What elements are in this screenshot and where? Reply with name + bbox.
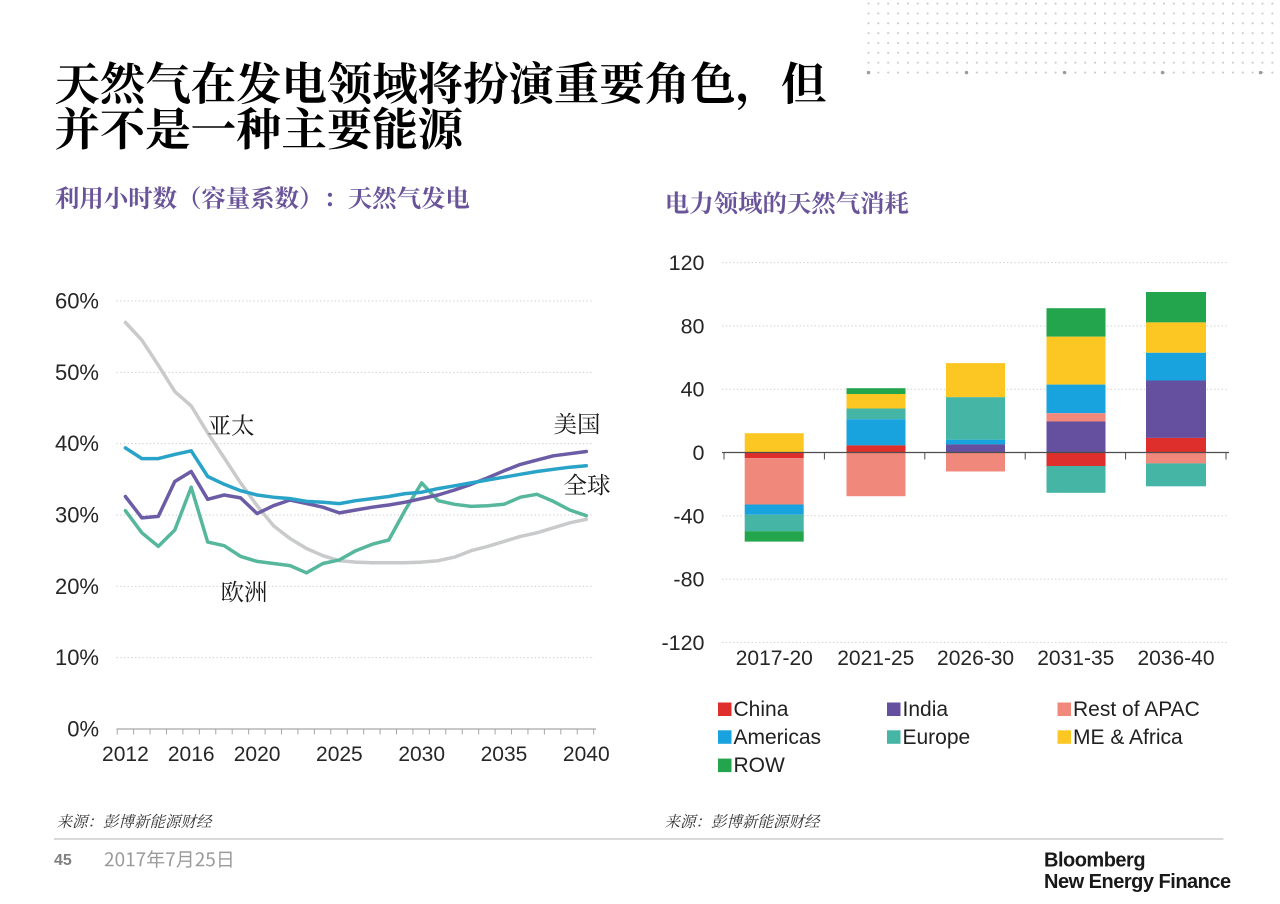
svg-text:2020: 2020: [234, 743, 281, 766]
svg-text:2031-35: 2031-35: [1037, 647, 1114, 670]
svg-text:2035: 2035: [481, 743, 528, 766]
svg-text:2030: 2030: [398, 743, 445, 766]
svg-text:20%: 20%: [55, 574, 99, 599]
svg-text:2021-25: 2021-25: [837, 647, 914, 670]
svg-text:10%: 10%: [55, 645, 99, 670]
svg-text:New Energy Finance: New Energy Finance: [1044, 871, 1231, 893]
svg-text:2025: 2025: [316, 743, 363, 766]
svg-text:Rest of APAC: Rest of APAC: [1073, 698, 1200, 721]
svg-text:2017-20: 2017-20: [736, 647, 813, 670]
svg-text:India: India: [903, 698, 949, 721]
svg-text:2036-40: 2036-40: [1137, 647, 1214, 670]
svg-text:0%: 0%: [67, 717, 99, 742]
svg-text:ROW: ROW: [734, 754, 786, 777]
svg-text:ME & Africa: ME & Africa: [1073, 726, 1183, 749]
svg-text:2016: 2016: [168, 743, 215, 766]
svg-text:-120: -120: [661, 631, 704, 655]
svg-text:Bloomberg: Bloomberg: [1044, 849, 1145, 871]
svg-text:China: China: [734, 698, 789, 721]
svg-text:80: 80: [681, 314, 705, 338]
svg-text:50%: 50%: [55, 360, 99, 385]
svg-text:40%: 40%: [55, 431, 99, 456]
svg-text:Americas: Americas: [734, 726, 822, 749]
svg-text:60%: 60%: [55, 289, 99, 314]
svg-text:2026-30: 2026-30: [937, 647, 1014, 670]
svg-text:45: 45: [54, 852, 72, 869]
svg-text:30%: 30%: [55, 503, 99, 528]
svg-text:Europe: Europe: [903, 726, 971, 749]
svg-text:2012: 2012: [102, 743, 149, 766]
svg-text:120: 120: [669, 251, 705, 275]
svg-text:2040: 2040: [563, 743, 610, 766]
svg-text:-80: -80: [673, 568, 704, 592]
svg-text:-40: -40: [673, 504, 704, 528]
svg-text:40: 40: [681, 378, 705, 402]
svg-text:0: 0: [693, 441, 705, 465]
